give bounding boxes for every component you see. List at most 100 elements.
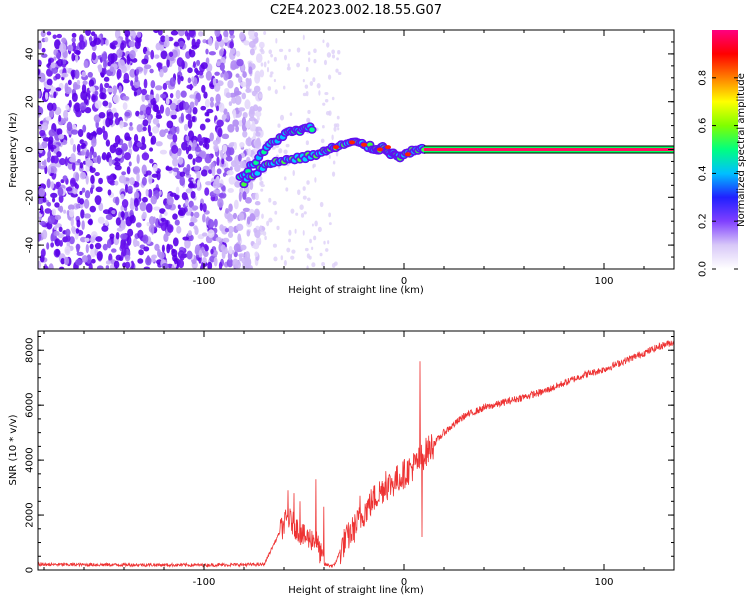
noise-blob	[172, 213, 178, 220]
noise-blob	[264, 235, 267, 241]
noise-blob	[239, 160, 247, 169]
noise-blob	[205, 48, 209, 55]
noise-blob	[133, 181, 140, 188]
noise-blob	[107, 175, 114, 185]
noise-blob	[272, 200, 277, 206]
snr-xlabel: Height of straight line (km)	[288, 585, 424, 596]
snr-series-line	[38, 340, 674, 568]
noise-blob	[90, 236, 96, 243]
noise-blob	[100, 72, 105, 78]
noise-blob	[166, 58, 170, 68]
noise-blob	[54, 202, 60, 208]
noise-blob	[152, 163, 158, 172]
noise-blob	[130, 80, 134, 87]
noise-blob	[53, 230, 60, 236]
noise-blob	[253, 208, 260, 218]
noise-blob	[227, 123, 235, 133]
noise-blob	[259, 225, 262, 231]
noise-blob	[106, 239, 112, 249]
noise-blob	[169, 92, 174, 99]
noise-blob	[166, 243, 171, 254]
noise-blob	[255, 192, 259, 201]
noise-blob	[137, 229, 144, 239]
noise-blob	[151, 254, 158, 259]
noise-blob	[155, 85, 163, 91]
noise-blob	[46, 78, 53, 86]
noise-blob	[44, 208, 52, 214]
noise-blob	[227, 232, 234, 238]
noise-blob	[60, 258, 65, 265]
noise-blob	[120, 193, 125, 200]
noise-blob	[176, 126, 180, 135]
noise-blob	[75, 50, 81, 56]
track-lower-core	[254, 170, 261, 176]
noise-blob	[105, 38, 109, 46]
noise-blob	[144, 64, 152, 70]
noise-blob	[118, 85, 123, 94]
noise-blob	[109, 233, 115, 239]
noise-blob	[255, 53, 263, 64]
noise-blob	[57, 233, 65, 239]
noise-blob	[209, 132, 214, 142]
noise-blob	[111, 210, 116, 215]
noise-blob	[51, 197, 56, 203]
noise-blob	[136, 240, 140, 247]
noise-blob	[115, 147, 123, 156]
noise-blob	[59, 239, 63, 247]
noise-blob	[183, 101, 190, 111]
noise-blob	[305, 66, 309, 72]
noise-blob	[171, 144, 179, 154]
noise-blob	[217, 198, 224, 208]
noise-blob	[331, 171, 336, 177]
noise-blob	[232, 119, 239, 127]
noise-blob	[202, 142, 207, 148]
snr-frame	[37, 330, 675, 571]
noise-blob	[236, 223, 244, 232]
noise-blob	[254, 73, 261, 84]
noise-blob	[76, 143, 81, 153]
noise-blob	[258, 93, 263, 99]
noise-blob	[235, 73, 240, 78]
noise-blob	[187, 67, 193, 74]
noise-blob	[70, 137, 74, 146]
noise-blob	[153, 206, 161, 211]
noise-blob	[38, 199, 43, 205]
noise-blob	[260, 188, 264, 192]
noise-blob	[216, 61, 221, 67]
noise-blob	[202, 213, 206, 223]
noise-blob	[79, 171, 87, 180]
noise-blob	[98, 177, 103, 185]
noise-blob	[225, 155, 233, 162]
noise-blob	[249, 208, 255, 215]
noise-blob	[106, 111, 114, 122]
noise-blob	[72, 81, 78, 91]
noise-blob	[191, 38, 196, 48]
noise-blob	[202, 203, 207, 213]
noise-blob	[160, 217, 166, 222]
noise-blob	[208, 51, 216, 56]
noise-blob	[223, 36, 229, 43]
noise-blob	[135, 68, 140, 76]
spectrogram-noise	[38, 30, 342, 269]
noise-blob	[148, 174, 153, 185]
noise-blob	[71, 70, 75, 80]
noise-blob	[259, 69, 265, 78]
noise-blob	[102, 125, 106, 134]
noise-blob	[213, 256, 218, 267]
noise-blob	[198, 70, 204, 76]
noise-blob	[147, 124, 151, 134]
snr-xtick-label: -100	[193, 577, 216, 588]
noise-blob	[86, 132, 91, 139]
noise-blob	[142, 234, 149, 244]
noise-blob	[296, 62, 300, 68]
noise-blob	[272, 243, 277, 248]
noise-blob	[219, 192, 227, 199]
colorbar-ticks: 0.0 0.2 0.4 0.6 0.8	[698, 70, 738, 277]
noise-blob	[196, 179, 201, 189]
noise-blob	[187, 77, 192, 84]
noise-blob	[141, 164, 147, 175]
noise-blob	[149, 68, 154, 74]
noise-blob	[197, 31, 204, 37]
noise-blob	[238, 153, 242, 162]
noise-blob	[171, 248, 176, 254]
